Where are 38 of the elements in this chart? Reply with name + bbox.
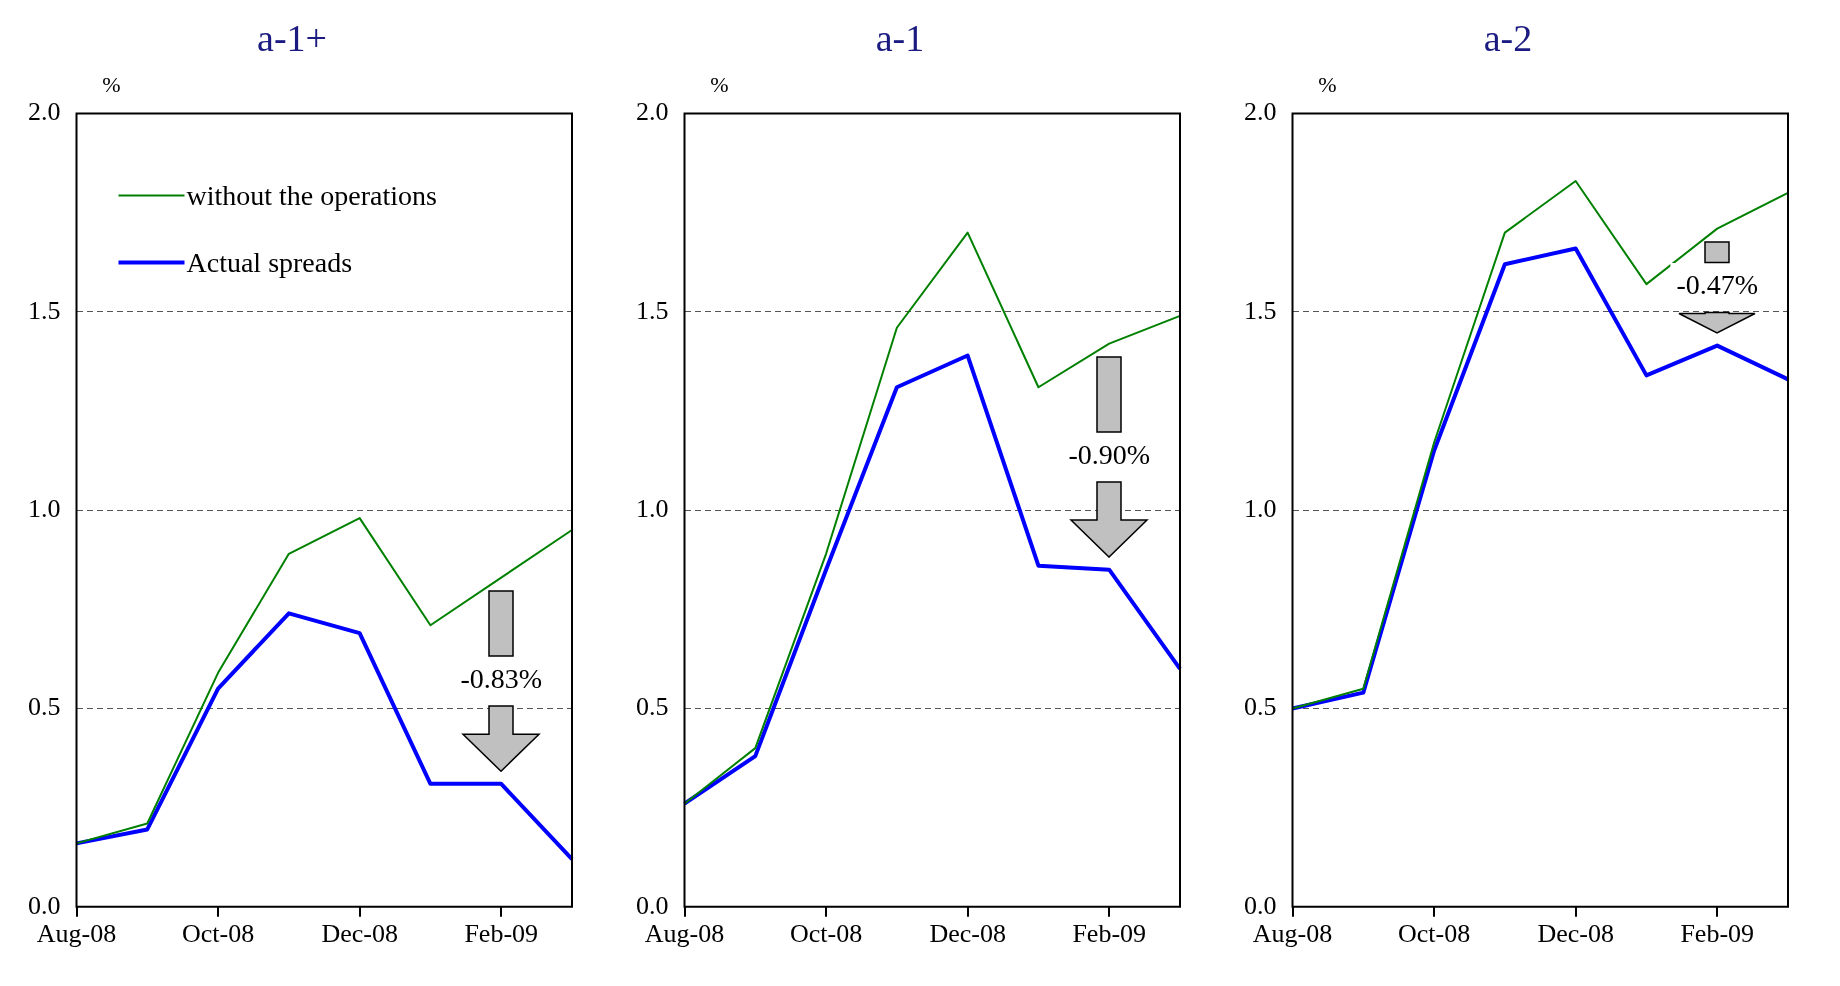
x-tick-label: Oct-08 xyxy=(1397,919,1471,949)
y-tick-label: 1.5 xyxy=(28,295,61,325)
chart-title: a-1+ xyxy=(257,16,327,59)
annotation: -0.83% xyxy=(460,663,543,695)
y-tick-label: 0.0 xyxy=(28,890,61,920)
y-tick-label: 1.0 xyxy=(636,494,669,524)
x-tick-label: Feb-09 xyxy=(1680,919,1755,949)
y-tick-label: 0.0 xyxy=(1244,890,1277,920)
y-tick-label: 0.5 xyxy=(28,692,61,722)
y-tick-label: 0.0 xyxy=(636,890,669,920)
chart-title: a-2 xyxy=(1483,16,1533,59)
y-tick-label: 0.5 xyxy=(636,692,669,722)
x-tick-label: Dec-08 xyxy=(321,919,398,949)
y-axis-title: % xyxy=(1318,72,1337,98)
y-tick-label: 1.5 xyxy=(636,295,669,325)
y-tick-label: 2.0 xyxy=(1244,97,1277,127)
x-tick-label: Feb-09 xyxy=(1072,919,1147,949)
y-tick-label: 2.0 xyxy=(28,97,61,127)
y-tick-label: 1.5 xyxy=(1244,295,1277,325)
y-tick-label: 1.0 xyxy=(1244,494,1277,524)
x-tick-label: Oct-08 xyxy=(181,919,255,949)
x-tick-label: Aug-08 xyxy=(644,919,725,949)
x-tick-label: Aug-08 xyxy=(1252,919,1333,949)
y-tick-label: 0.5 xyxy=(1244,692,1277,722)
legend-label: Actual spreads xyxy=(186,246,353,278)
annotation: -0.90% xyxy=(1068,439,1151,471)
y-tick-label: 2.0 xyxy=(636,97,669,127)
legend-label: without the operations xyxy=(186,179,437,211)
y-axis-title: % xyxy=(102,72,121,98)
x-tick-label: Aug-08 xyxy=(36,919,117,949)
x-tick-label: Dec-08 xyxy=(1537,919,1614,949)
annotation: -0.47% xyxy=(1676,269,1759,301)
y-axis-title: % xyxy=(710,72,729,98)
x-tick-label: Dec-08 xyxy=(929,919,1006,949)
x-tick-label: Oct-08 xyxy=(789,919,863,949)
y-tick-label: 1.0 xyxy=(28,494,61,524)
chart-title: a-1 xyxy=(875,16,925,59)
x-tick-label: Feb-09 xyxy=(464,919,539,949)
